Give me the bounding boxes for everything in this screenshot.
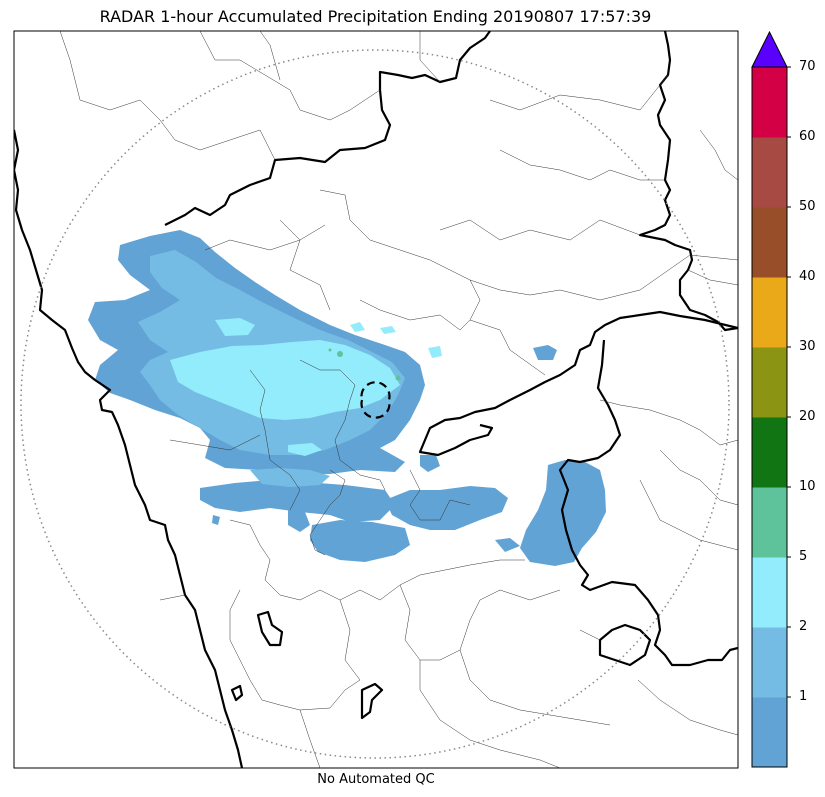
colorbar-tick-label: 50 (799, 199, 816, 214)
colorbar-bin (752, 347, 787, 418)
radar-range-ring (20, 49, 730, 759)
colorbar-bin (752, 557, 787, 628)
colorbar-tick-label: 40 (799, 269, 816, 284)
qc-note: No Automated QC (317, 772, 435, 787)
map-title: RADAR 1-hour Accumulated Precipitation E… (99, 7, 652, 26)
state-boundaries (14, 31, 738, 768)
colorbar-bin (752, 67, 787, 138)
colorbar-tick-label: 60 (799, 129, 816, 144)
colorbar-tick-label: 5 (799, 549, 808, 564)
map-frame (13, 30, 739, 769)
colorbar-tick-label: 30 (799, 339, 816, 354)
colorbar-bin (752, 277, 787, 348)
colorbar-bin (752, 207, 787, 278)
colorbar-tick-label: 2 (799, 619, 808, 634)
district-boundaries (59, 31, 738, 768)
precip-layer-2-5 (170, 318, 442, 456)
colorbar-extend-arrow (751, 30, 788, 68)
colorbar-bin (752, 487, 787, 558)
precip-layer-5-10 (328, 348, 401, 381)
colorbar-tick-label: 10 (799, 479, 816, 494)
colorbar-bin (752, 627, 787, 698)
colorbar-tick-label: 1 (799, 689, 808, 704)
colorbar (751, 30, 791, 768)
colorbar-bin (752, 137, 787, 208)
colorbar-tick-label: 70 (799, 59, 816, 74)
colorbar-outline (751, 66, 788, 768)
colorbar-bin (752, 417, 787, 488)
colorbar-tick-label: 20 (799, 409, 816, 424)
colorbar-bin (752, 697, 787, 768)
